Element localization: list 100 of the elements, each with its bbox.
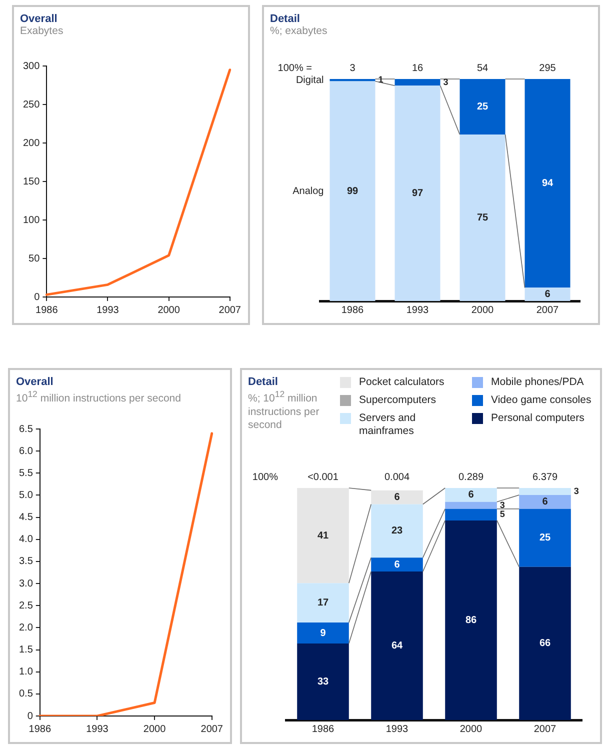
y-tick-label: 0 [34,292,40,303]
bar [524,288,570,301]
y-tick-label: 0 [27,710,34,722]
data-label: 41 [317,530,329,542]
chart-title: Overall [16,376,54,388]
text: 295 [539,62,556,74]
bar [371,490,423,504]
y-tick-label: 5.5 [18,468,34,479]
text: 0.004 [384,472,410,483]
x-tick-label: 2007 [536,304,560,316]
y-tick-label: 6.5 [18,424,34,435]
bar [297,643,349,720]
x-tick-label: 2007 [200,724,224,735]
y-tick-label: 150 [22,176,40,188]
bar [394,79,440,86]
bar [460,134,506,301]
chart-title: Detail [248,376,279,388]
text: 100% = [278,62,312,74]
y-tick-label: 3.0 [18,578,34,590]
data-label: 6 [544,289,551,300]
y-tick-label: 4.5 [18,512,34,524]
bar [524,79,570,288]
y-tick-label: 50 [28,253,40,264]
legend-label: Video game consoles [491,394,592,407]
y-tick-label: 100 [22,214,40,226]
y-tick-label: 6.0 [18,446,34,457]
chart-subtitle: 10$^{12}$ million instructions per second [16,388,181,406]
bar [330,81,376,301]
y-tick-label: 250 [22,99,40,110]
bar [519,566,571,720]
text: 16 [412,62,424,74]
y-tick-label: 0.5 [18,688,34,700]
y-tick-label: 200 [22,138,40,149]
bar [371,558,423,572]
data-label: 99 [346,186,358,197]
data-label: 97 [412,188,424,200]
y-tick-label: 2.0 [18,622,34,634]
bar [460,79,506,134]
series-label: Analog [292,186,324,197]
data-label: 3 [500,500,505,510]
text: 0.289 [458,472,484,483]
legend-label: Personal computers [491,412,584,425]
text: 54 [476,62,488,74]
data-label: 23 [391,526,403,537]
x-tick-label: 2000 [158,304,180,316]
bar [445,488,497,502]
chart-subtitle: Exabytes [20,25,64,38]
bar [519,488,571,495]
data-label: 64 [391,640,403,652]
y-tick-label: 3.5 [18,556,34,568]
x-tick-label: 2000 [471,304,494,316]
data-label: 75 [476,212,488,224]
data-label: 33 [317,676,329,688]
data-label: 6 [468,490,474,501]
legend-label: Mobile phones/PDA [491,376,584,389]
x-tick-label: 1986 [28,724,52,735]
bar [519,494,571,509]
x-tick-label: 2007 [218,304,242,316]
y-tick-label: 4.0 [18,534,34,546]
y-tick-label: 5.0 [18,490,34,501]
chart-subtitle: %; exabytes [270,25,328,38]
data-label: 6 [542,496,548,508]
data-label: 5 [500,509,505,520]
x-tick-label: 1986 [341,304,364,316]
x-tick-label: 2007 [534,724,557,735]
x-tick-label: 1993 [386,724,409,735]
data-label: 25 [539,532,551,544]
y-tick-label: 300 [22,60,40,72]
text: 100% [252,472,278,483]
bar [297,583,349,623]
bar [445,520,497,720]
x-tick-label: 1993 [406,304,430,316]
text: <0.001 [308,472,339,483]
data-label: 6 [394,559,400,570]
legend-label: Servers and mainframes [359,412,417,438]
x-tick-label: 2000 [143,724,166,735]
data-label: 1 [378,74,384,85]
bar [445,502,497,509]
bar [297,488,349,584]
data-label: 86 [465,614,477,626]
text: 6.379 [532,472,558,483]
bar [297,622,349,644]
x-tick-label: 1993 [96,304,120,316]
bar [445,508,497,520]
chart-title: Overall [20,13,58,25]
x-tick-label: 1993 [86,724,109,735]
series-label: Digital [296,74,324,86]
text: 3 [350,62,356,74]
legend-label: Supercomputers [359,394,436,407]
legend-label: Pocket calculators [359,376,444,389]
data-label: 3 [574,486,579,496]
bar [371,504,423,558]
chart-subtitle: %; 10$^{12}$ million instructions per second [248,388,320,432]
data-label: 6 [394,492,400,504]
x-tick-label: 1986 [312,724,335,735]
data-label: 66 [539,638,551,650]
y-tick-label: 2.5 [18,600,34,612]
data-label: 17 [317,598,329,609]
y-tick-label: 1.0 [18,666,34,678]
chart-title: Detail [270,13,301,25]
